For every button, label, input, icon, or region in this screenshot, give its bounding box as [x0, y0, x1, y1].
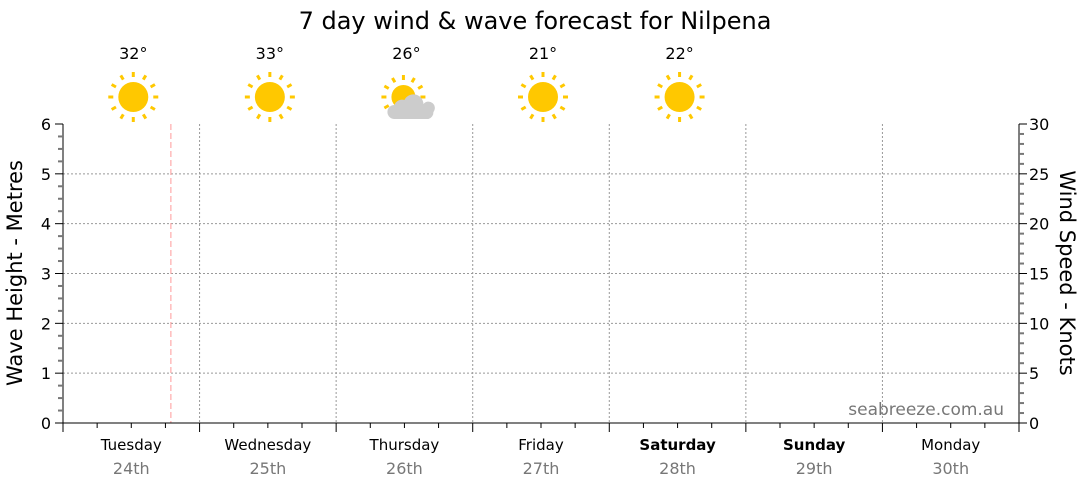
axes: 0 1 2 3 4 5 6 0 5 10 15 20 25 30 [41, 115, 1050, 433]
y-tick-label: 1 [41, 364, 51, 383]
sun-ray [286, 105, 293, 111]
sun-ray [688, 74, 694, 81]
sun-disc [118, 82, 149, 112]
sun-ray [696, 105, 702, 111]
sun-disc [528, 82, 558, 112]
sun-ray [391, 77, 397, 84]
sun-ray [665, 74, 671, 81]
y-tick-label: 4 [41, 215, 51, 234]
sun-ray [665, 113, 671, 120]
sun-ray [149, 105, 156, 111]
sun-ray [688, 113, 694, 120]
sun-ray [141, 113, 148, 120]
cloud-shape [387, 94, 435, 119]
sun-ray [278, 113, 284, 120]
day-labels: Tuesday 24th Wednesday 25th Thursday 26th Frid… [100, 436, 981, 478]
y2-tick-label: 5 [1029, 364, 1039, 383]
sun-ray [149, 83, 156, 89]
sun-icon [244, 72, 295, 122]
grid [63, 124, 1019, 423]
sun-ray [529, 74, 535, 81]
weather-row: 32° 33° 26° 21° 22° [108, 44, 705, 122]
day-name-label: Friday [518, 436, 564, 454]
sun-ray [657, 83, 664, 89]
sun-ray [520, 105, 527, 111]
sun-ray [696, 83, 702, 89]
day-name-label: Monday [921, 436, 980, 454]
sun-ray [551, 113, 557, 120]
y2-tick-label: 0 [1029, 414, 1039, 433]
y2-tick-label: 15 [1029, 265, 1049, 284]
day-date-label: 29th [796, 459, 833, 478]
temperature-label: 32° [119, 44, 147, 63]
day-date-label: 30th [932, 459, 969, 478]
day-name-label: Wednesday [224, 436, 311, 454]
sun-ray [410, 77, 416, 84]
temperature-label: 21° [529, 44, 557, 63]
sun-ray [119, 74, 125, 81]
y2-tick-label: 10 [1029, 314, 1049, 333]
temperature-label: 33° [256, 44, 284, 63]
sun-ray [256, 74, 262, 81]
sun-ray [110, 105, 117, 111]
day-date-label: 27th [523, 459, 560, 478]
sun-ray [520, 83, 527, 89]
sun-disc [254, 82, 285, 112]
partly-cloudy-icon [381, 75, 435, 119]
sun-ray [119, 113, 125, 120]
y-tick-label: 2 [41, 314, 51, 333]
y-tick-label: 0 [41, 414, 51, 433]
sun-icon [518, 72, 568, 122]
day-name-label: Sunday [783, 436, 846, 454]
y2-tick-label: 30 [1029, 115, 1049, 134]
sun-ray [383, 104, 390, 110]
day-name-label: Thursday [369, 436, 440, 454]
watermark: seabreeze.com.au [848, 400, 1004, 420]
y2-axis-label: Wind Speed - Knots [1055, 170, 1079, 375]
y-tick-label: 3 [41, 265, 51, 284]
sun-ray [417, 84, 424, 90]
sun-disc [664, 82, 695, 112]
day-name-label: Tuesday [100, 436, 162, 454]
day-date-label: 26th [386, 459, 423, 478]
sun-ray [657, 105, 664, 111]
y-axis-label: Wave Height - Metres [3, 160, 27, 386]
sun-ray [247, 105, 254, 111]
day-date-label: 24th [113, 459, 150, 478]
temperature-label: 26° [392, 44, 420, 63]
y2-tick-label: 25 [1029, 165, 1049, 184]
sun-ray [529, 113, 535, 120]
sun-ray [278, 74, 284, 81]
sun-icon [108, 72, 159, 122]
chart-title: 7 day wind & wave forecast for Nilpena [299, 7, 772, 35]
y-tick-label: 5 [41, 165, 51, 184]
sun-ray [110, 83, 117, 89]
sun-ray [256, 113, 262, 120]
sun-ray [383, 84, 390, 90]
y-tick-label: 6 [41, 115, 51, 134]
temperature-label: 22° [665, 44, 693, 63]
day-date-label: 25th [249, 459, 286, 478]
sun-ray [559, 105, 566, 111]
day-name-label: Saturday [639, 436, 716, 454]
sun-ray [286, 83, 293, 89]
y2-tick-label: 20 [1029, 215, 1049, 234]
sun-ray [551, 74, 557, 81]
sun-icon [654, 72, 705, 122]
day-date-label: 28th [659, 459, 696, 478]
sun-ray [559, 83, 566, 89]
sun-ray [141, 74, 148, 81]
sun-ray [247, 83, 254, 89]
